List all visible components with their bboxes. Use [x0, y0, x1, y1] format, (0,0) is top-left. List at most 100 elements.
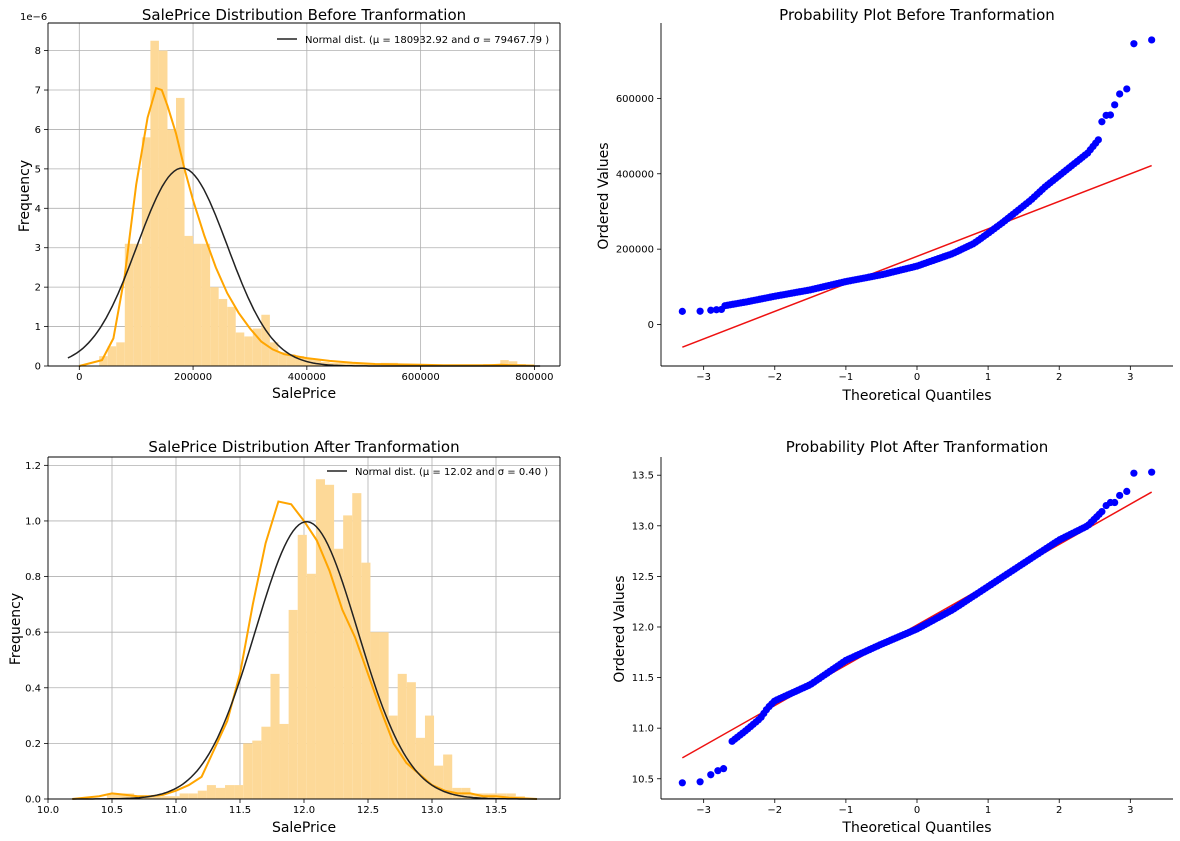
histogram-bar — [179, 793, 189, 799]
histogram-bar — [261, 726, 271, 799]
chart-title: SalePrice Distribution After Tranformati… — [148, 438, 459, 456]
y-tick-label: 1 — [35, 322, 41, 333]
histogram-bar — [107, 346, 117, 366]
y-axis-label: Ordered Values — [612, 575, 628, 682]
x-tick-label: −1 — [839, 372, 854, 383]
data-point — [1111, 498, 1119, 507]
y-tick-label: 4 — [35, 204, 41, 215]
histogram-bar — [363, 363, 373, 366]
y-axis-label: Frequency — [8, 593, 24, 665]
histogram-bar — [210, 287, 219, 366]
x-tick-label: 3 — [1127, 372, 1133, 383]
data-point — [719, 765, 728, 773]
histogram-bar — [234, 785, 244, 799]
data-point — [1098, 118, 1106, 126]
histogram-bar — [270, 673, 280, 799]
histogram-bar — [295, 356, 304, 366]
histogram-bar — [406, 682, 416, 799]
histogram-bar — [508, 361, 518, 366]
y-tick-label: 12.5 — [632, 572, 654, 583]
histogram-bar — [278, 352, 287, 366]
y-axis-label: Frequency — [17, 160, 33, 232]
data-point — [717, 305, 726, 314]
x-axis-label: Theoretical Quantiles — [841, 820, 991, 836]
data-point — [1094, 136, 1102, 144]
y-tick-label: 13.0 — [632, 521, 654, 532]
chart-title: SalePrice Distribution Before Tranformat… — [142, 6, 466, 24]
histogram-bar — [197, 790, 207, 799]
x-tick-label: −2 — [767, 372, 782, 383]
data-point — [1098, 508, 1106, 516]
histogram-bar — [158, 50, 168, 366]
histogram-bar — [252, 740, 262, 799]
histogram-bar — [352, 493, 362, 799]
y-tick-label: 0.2 — [25, 739, 41, 750]
y-tick-label: 13.5 — [632, 471, 654, 482]
histogram-bar — [279, 723, 289, 799]
histogram-bar — [116, 342, 125, 366]
histogram-bar — [225, 785, 235, 799]
y-tick-label: 1.2 — [25, 461, 41, 472]
x-tick-label: 0 — [76, 372, 82, 383]
y-tick-label: 1.0 — [25, 516, 41, 527]
y-tick-label: 12.0 — [632, 622, 654, 633]
histogram-bar — [133, 243, 142, 366]
histogram-bar — [343, 515, 353, 799]
x-tick-label: 1 — [985, 372, 991, 383]
x-tick-label: 12.5 — [357, 805, 379, 816]
y-tick-label: 0 — [35, 362, 41, 373]
panel-probplot-after: −3 −2 −1 0 1 2 3 10.5 11.0 11.5 12.0 12.5 13.0 13.5 P… — [612, 438, 1173, 836]
histogram-bar — [470, 793, 480, 799]
x-tick-label: 600000 — [402, 372, 440, 383]
histogram-bar — [434, 765, 444, 799]
legend-label: Normal dist. (μ = 12.02 and σ = 0.40 ) — [355, 467, 548, 478]
x-tick-label: 2 — [1056, 372, 1062, 383]
data-point — [696, 307, 704, 315]
x-tick-label: 3 — [1127, 805, 1133, 816]
panel-hist-before: 0 200000 400000 600000 800000 0 1 2 3 4 5 6 7 8 SaleP… — [17, 6, 561, 402]
histogram-bar — [397, 673, 407, 799]
histogram-bar — [193, 243, 202, 366]
data-point — [714, 767, 722, 775]
y-tick-label: 7 — [35, 86, 41, 97]
x-tick-label: 10.0 — [37, 805, 59, 816]
histogram-bar — [346, 362, 356, 366]
x-axis-label: SalePrice — [272, 820, 336, 836]
histogram-bar — [141, 137, 151, 366]
histogram-bar — [286, 354, 296, 366]
x-axis-label: SalePrice — [272, 386, 336, 402]
x-tick-label: 2 — [1056, 805, 1062, 816]
y-tick-label: 0.4 — [25, 683, 41, 694]
y-tick-label: 3 — [35, 243, 41, 254]
data-point — [707, 771, 715, 779]
y-tick-label: 400000 — [616, 169, 654, 180]
histogram-bar — [361, 562, 371, 799]
histogram-bar — [167, 129, 176, 366]
histogram-bar — [227, 306, 236, 366]
histogram-bar — [215, 787, 226, 799]
histogram-bar — [161, 796, 171, 799]
y-tick-label: 11.5 — [632, 673, 654, 684]
y-tick-label: 0 — [648, 320, 654, 331]
y-tick-label: 5 — [35, 164, 41, 175]
histogram-bar — [506, 793, 516, 799]
x-tick-label: 13.5 — [485, 805, 507, 816]
histogram-bar — [235, 332, 245, 366]
y-tick-label: 6 — [35, 125, 41, 136]
histogram-bar — [152, 796, 162, 799]
y-tick-label: 11.0 — [632, 724, 654, 735]
histogram-bar — [315, 479, 325, 799]
panel-probplot-before: −3 −2 −1 0 1 2 3 0 200000 400000 600000 Probabilit… — [596, 6, 1173, 404]
fit-line — [682, 164, 1152, 348]
x-tick-label: 12.0 — [293, 805, 315, 816]
x-tick-label: 11.5 — [229, 805, 251, 816]
data-point — [1130, 40, 1138, 48]
x-axis-label: Theoretical Quantiles — [841, 388, 991, 404]
histogram-bar — [288, 609, 298, 799]
histogram-bar — [188, 793, 198, 799]
histogram-bar — [424, 715, 435, 799]
histogram-bar — [261, 314, 270, 366]
data-point — [1123, 487, 1131, 496]
x-tick-label: −1 — [839, 805, 854, 816]
legend-label: Normal dist. (μ = 180932.92 and σ = 7946… — [305, 35, 549, 46]
